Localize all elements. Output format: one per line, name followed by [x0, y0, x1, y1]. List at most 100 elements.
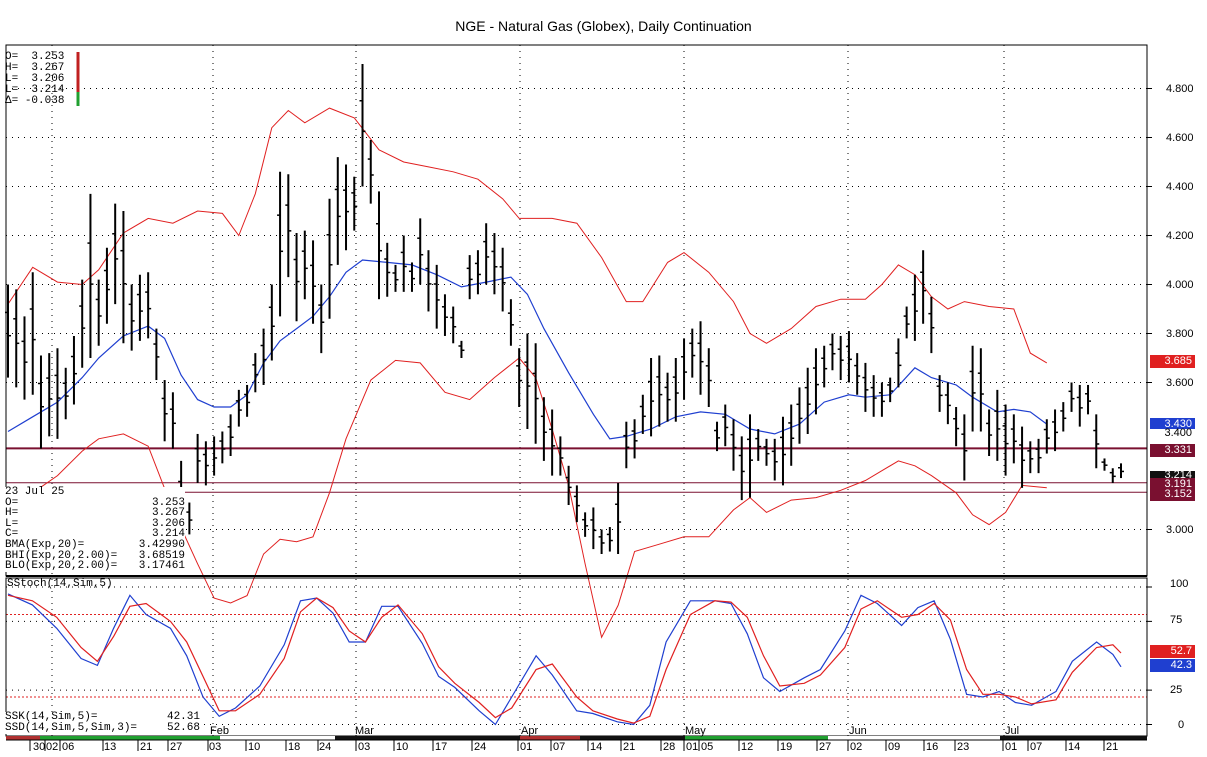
period-color-bar	[520, 736, 580, 740]
stoch-layer	[7, 593, 1122, 726]
price-tag-line: 3.191	[1150, 478, 1195, 491]
date-label: 12	[741, 741, 754, 753]
price-bar	[763, 438, 770, 466]
ssk-line	[7, 593, 1122, 726]
date-label: 16	[926, 741, 939, 753]
month-label: Mar	[355, 725, 374, 737]
stoch-values: SSK(14,Sim,5)= 42.31 SSD(14,Sim,5,Sim,3)=…	[5, 712, 200, 734]
price-bar	[301, 230, 308, 300]
date-label: 07	[1030, 741, 1043, 753]
price-bar	[705, 348, 712, 407]
date-label: 01	[686, 741, 699, 753]
price-tag-bhi: 3.685	[1150, 355, 1195, 368]
price-bar	[367, 139, 374, 204]
price-bar	[474, 250, 481, 295]
price-bar	[936, 375, 943, 412]
price-bar	[722, 404, 729, 447]
price-bar	[903, 306, 910, 339]
info-date: 23 Jul 25	[5, 486, 65, 498]
info-row: L= 3.206	[5, 517, 185, 530]
price-bar	[689, 328, 696, 378]
period-color-bar	[6, 736, 40, 740]
y-tick-label: 4.600	[1166, 132, 1194, 144]
price-bar	[318, 284, 325, 354]
period-color-bar	[580, 736, 685, 740]
price-bar	[450, 306, 457, 344]
price-bar	[788, 404, 795, 466]
price-bar	[1043, 419, 1050, 454]
price-bar	[944, 382, 951, 425]
price-bar	[1052, 409, 1059, 452]
price-bar	[672, 358, 679, 422]
price-bar	[615, 482, 622, 554]
period-color-bar	[335, 736, 520, 740]
price-bar	[977, 348, 984, 432]
info-row: BMA(Exp,20)= 3.42990	[5, 538, 185, 551]
price-bar	[524, 333, 531, 430]
price-bar	[491, 233, 498, 295]
price-bar	[433, 264, 440, 329]
price-bar	[1118, 463, 1124, 479]
price-bar	[573, 485, 580, 523]
info-box: 23 Jul 25 O= 3.253 H= 3.267 L= 3.206 C= 3.21…	[5, 487, 185, 572]
price-bar	[186, 502, 193, 535]
price-bar	[961, 414, 968, 481]
price-bar	[211, 436, 218, 476]
date-label: 10	[396, 741, 409, 753]
price-bar	[631, 419, 638, 459]
period-color-bar	[685, 736, 828, 740]
price-bar	[887, 377, 894, 403]
price-bar	[1109, 468, 1116, 483]
info-row: BHI(Exp,20,2.00)= 3.68519	[5, 549, 185, 562]
period-color-bar	[220, 736, 335, 740]
price-bar	[120, 211, 127, 344]
grid-layer	[6, 45, 1152, 736]
price-bar	[458, 340, 465, 358]
price-bar	[62, 367, 69, 420]
stoch-tag-ssd: 52.7	[1150, 645, 1195, 658]
price-bar-layer	[5, 64, 1124, 554]
price-bar	[260, 328, 267, 385]
price-bar	[466, 255, 473, 300]
price-bar	[334, 157, 341, 265]
price-bar	[557, 436, 564, 476]
price-bar	[1085, 384, 1092, 415]
price-bar	[516, 348, 523, 407]
date-label: 13	[104, 741, 117, 753]
stoch-tick-label: 100	[1170, 578, 1189, 590]
price-bar	[598, 529, 605, 554]
price-bar	[194, 433, 201, 483]
price-tag-close: 3.214	[1150, 471, 1195, 479]
price-bar	[202, 441, 209, 486]
date-label: 01	[1005, 741, 1018, 753]
price-tag-level: 3.400	[1150, 428, 1195, 439]
chart-title: NGE - Natural Gas (Globex), Daily Contin…	[455, 18, 752, 34]
price-bar	[779, 416, 786, 486]
month-label: May	[685, 725, 706, 737]
price-bar	[483, 223, 490, 285]
y-tick-label: 3.600	[1166, 377, 1194, 389]
price-bar	[21, 316, 28, 400]
date-label: 09	[888, 741, 901, 753]
month-label: Jun	[849, 725, 867, 737]
price-bar	[145, 272, 152, 339]
price-bar	[845, 331, 852, 383]
price-bar	[79, 279, 86, 368]
price-bar	[821, 345, 828, 388]
price-bar	[219, 431, 226, 464]
ohlc-summary-row: O= 3.253	[5, 51, 65, 63]
price-bar	[408, 262, 415, 292]
ssk-row: SSK(14,Sim,5)= 42.31	[5, 711, 200, 723]
ohlc-summary-row: L= 3.214	[5, 84, 65, 96]
date-label: 03	[209, 741, 222, 753]
price-bar	[1002, 404, 1009, 476]
price-bar	[565, 465, 572, 505]
date-label: 21	[623, 741, 636, 753]
price-bar	[540, 397, 547, 461]
price-bar	[392, 264, 399, 292]
stoch-tick-label: 0	[1178, 719, 1185, 731]
price-tag-line: 3.331	[1150, 444, 1195, 457]
price-bar	[664, 372, 671, 422]
price-bar	[227, 414, 234, 456]
